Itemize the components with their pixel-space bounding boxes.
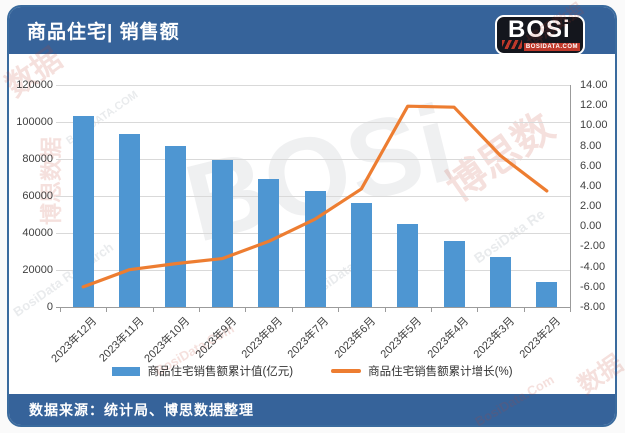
legend-bar-label: 商品住宅销售额累计值(亿元): [147, 366, 294, 378]
legend-bar-swatch: [112, 366, 141, 376]
logo-text: BOSi: [508, 16, 571, 43]
footer-bar: 数据来源：统计局、博思数据整理: [9, 394, 615, 425]
legend-item-bar: 商品住宅销售额累计值(亿元): [112, 363, 293, 379]
legend-item-line: 商品住宅销售额累计增长(%): [331, 363, 513, 379]
data-source-text: 数据来源：统计局、博思数据整理: [29, 401, 254, 418]
logo-site-url: BOSIDATA.COM: [523, 43, 580, 51]
legend-line-swatch: [331, 369, 362, 373]
bosi-logo: BOSi BOSIDATA.COM: [495, 15, 585, 55]
logo-stripes-icon: [502, 40, 522, 49]
legend-line-label: 商品住宅销售额累计增长(%): [368, 366, 513, 378]
legend: 商品住宅销售额累计值(亿元) 商品住宅销售额累计增长(%): [0, 363, 625, 379]
page-title: 商品住宅| 销售额: [27, 22, 180, 43]
